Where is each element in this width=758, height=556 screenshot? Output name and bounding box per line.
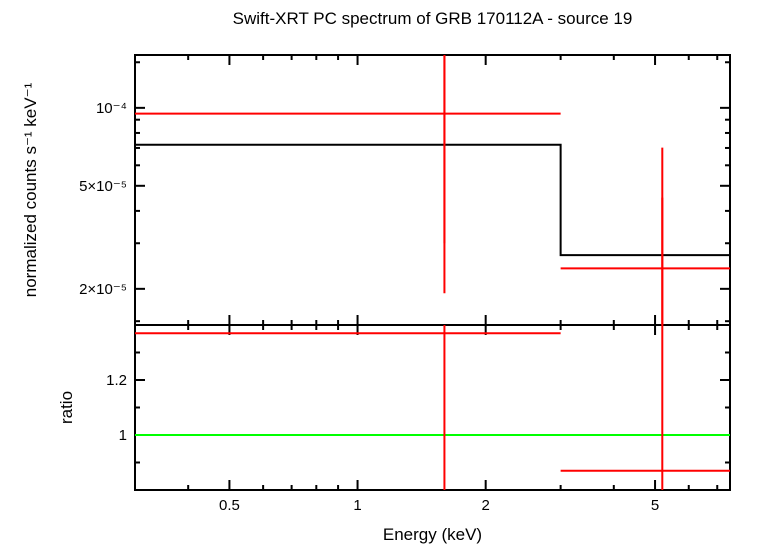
x-tick-label: 2 (482, 497, 490, 514)
bottom-panel-frame (135, 325, 730, 490)
top-y-axis-label: normalized counts s⁻¹ keV⁻¹ (21, 82, 40, 297)
y-tick-label: 1.2 (106, 372, 127, 389)
plot-title: Swift-XRT PC spectrum of GRB 170112A - s… (233, 9, 633, 28)
y-tick-label: 1 (119, 427, 127, 444)
bottom-y-axis-label: ratio (57, 391, 76, 424)
y-tick-label: 5×10⁻⁵ (79, 178, 127, 195)
bottom-panel-content (135, 305, 730, 510)
y-tick-label: 2×10⁻⁵ (79, 281, 127, 298)
top-panel-frame (135, 55, 730, 325)
x-axis-label: Energy (keV) (383, 525, 482, 544)
y-tick-label: 10⁻⁴ (96, 100, 127, 117)
top-panel-content (135, 5, 730, 375)
spectrum-figure: 0.5 1 2 5 2×10⁻⁵ 5×10⁻⁵ 10⁻⁴ 1 1.2 Swift-XRT PC s… (0, 0, 758, 556)
model-step-line (135, 145, 730, 255)
x-tick-label: 5 (651, 497, 659, 514)
x-tick-label: 0.5 (219, 497, 240, 514)
plot-container: 0.5 1 2 5 2×10⁻⁵ 5×10⁻⁵ 10⁻⁴ 1 1.2 Swift-XRT PC s… (0, 0, 758, 556)
x-tick-label: 1 (353, 497, 361, 514)
